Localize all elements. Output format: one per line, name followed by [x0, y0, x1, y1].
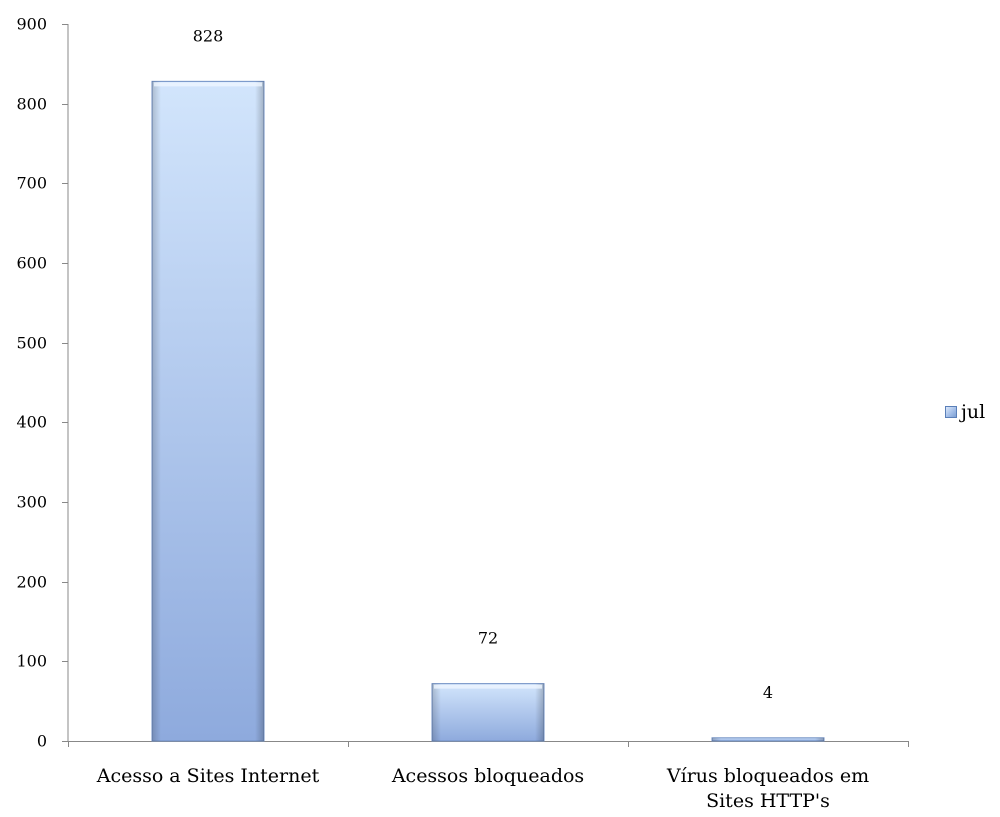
y-tick-label: 900: [16, 15, 47, 34]
bar-highlight: [434, 684, 542, 689]
data-label: 72: [478, 629, 498, 648]
y-tick-label: 500: [16, 334, 47, 353]
legend-label: jul: [961, 401, 986, 423]
bar: [151, 80, 265, 742]
legend: jul: [945, 402, 985, 422]
bar: [431, 683, 545, 742]
y-tick-label: 700: [16, 174, 47, 193]
bar-highlight: [154, 82, 262, 87]
y-tick-label: 200: [16, 573, 47, 592]
y-tick-label: 400: [16, 413, 47, 432]
y-tick-label: 300: [16, 493, 47, 512]
bar-shade: [152, 81, 264, 742]
bar-shade: [712, 737, 824, 741]
data-label: 828: [193, 26, 224, 45]
category-label: Sites HTTP's: [706, 790, 830, 812]
category-label: Acesso a Sites Internet: [96, 765, 320, 787]
x-axis: [68, 741, 909, 747]
y-tick-label: 100: [16, 652, 47, 671]
y-tick-label: 600: [16, 254, 47, 273]
data-label: 4: [763, 683, 773, 702]
y-tick-label: 0: [37, 732, 47, 751]
bar: [711, 737, 825, 742]
y-axis: 0 100 200 300 400 500 600 700 800 900: [16, 15, 69, 751]
bars: [151, 80, 825, 742]
legend-swatch-icon: [945, 406, 957, 418]
bar-shade: [432, 683, 544, 741]
category-label: Vírus bloqueados em: [666, 765, 869, 787]
category-label: Acessos bloqueados: [391, 765, 584, 787]
category-labels: Acesso a Sites Internet Acessos bloqueado…: [96, 765, 869, 812]
data-labels: 828 72 4: [193, 26, 773, 701]
y-tick-label: 800: [16, 95, 47, 114]
